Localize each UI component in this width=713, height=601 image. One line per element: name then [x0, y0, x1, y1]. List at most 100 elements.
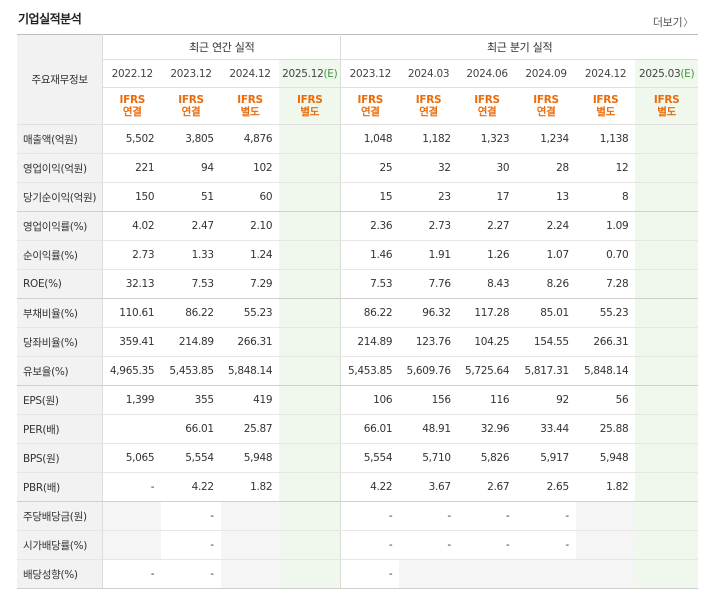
value-cell [279, 414, 342, 444]
value-cell: 1.33 [161, 240, 221, 270]
value-cell: 2.47 [161, 211, 221, 241]
section-title: 기업실적분석 [18, 12, 82, 26]
value-cell: 5,948 [220, 443, 280, 473]
value-cell: - [340, 501, 400, 531]
value-cell: 8.26 [516, 269, 576, 299]
value-cell: 214.89 [340, 327, 400, 357]
value-cell: 48.91 [399, 414, 458, 444]
period-label: 2024.12 [229, 67, 271, 80]
value-cell: 96.32 [399, 298, 458, 328]
value-cell [279, 356, 342, 386]
row-label: 배당성향(%) [17, 559, 104, 589]
accounting-standard: IFRS 연결 [399, 87, 458, 125]
value-cell: 28 [516, 153, 576, 183]
value-cell: 4.02 [102, 211, 162, 241]
value-cell [279, 240, 342, 270]
value-cell: 5,848.14 [575, 356, 636, 386]
consolidation-type: 별도 [657, 106, 677, 118]
value-cell [575, 559, 636, 589]
value-cell: 1.46 [340, 240, 400, 270]
value-cell: - [161, 501, 221, 531]
consolidation-type: 연결 [360, 106, 380, 118]
period-label: 2024.06 [466, 67, 508, 80]
value-cell [279, 269, 342, 299]
value-cell: 7.29 [220, 269, 280, 299]
value-cell: 3,805 [161, 124, 221, 154]
value-cell: 86.22 [161, 298, 221, 328]
standard-name: IFRS [474, 94, 500, 106]
value-cell: 4,965.35 [102, 356, 162, 386]
table-row: PBR(배) -4.22 1.82 4.22 3.67 2.67 2.65 1.82 [17, 472, 698, 502]
value-cell: 55.23 [220, 298, 280, 328]
table-row: 시가배당률(%) - - - - - [17, 530, 698, 560]
period-header: 2024.06 [457, 59, 517, 88]
value-cell [635, 414, 698, 444]
accounting-standard: IFRS 연결 [102, 87, 162, 125]
table-row: BPS(원) 5,065 5,554 5,948 5,554 5,710 5,826 5,91… [17, 443, 698, 473]
value-cell [575, 530, 636, 560]
value-cell [102, 414, 162, 444]
value-cell: 2.10 [220, 211, 280, 241]
value-cell [516, 559, 576, 589]
consolidation-type: 연결 [419, 106, 438, 118]
row-label: 유보율(%) [17, 356, 104, 386]
value-cell: 1.09 [575, 211, 636, 241]
standard-row: IFRS 연결 IFRS 연결 IFRS 별도 IFRS 별도 IFRS 연결 IFRS 연결 IFRS… [17, 87, 698, 125]
value-cell: 5,502 [102, 124, 162, 154]
value-cell: 0.70 [575, 240, 636, 270]
row-label: 당좌비율(%) [17, 327, 104, 357]
table-row: PER(배) 66.01 25.87 66.01 48.91 32.96 33.44 25.8… [17, 414, 698, 444]
annual-group-header: 최근 연간 실적 [102, 34, 342, 60]
value-cell: 32 [399, 153, 458, 183]
value-cell: 86.22 [340, 298, 400, 328]
value-cell: 2.65 [516, 472, 576, 502]
value-cell [279, 211, 342, 241]
value-cell [279, 298, 342, 328]
value-cell: 266.31 [220, 327, 280, 357]
value-cell: 13 [516, 182, 576, 212]
value-cell [635, 327, 698, 357]
value-cell: 5,554 [340, 443, 400, 473]
value-cell: 5,609.76 [399, 356, 458, 386]
value-cell: 1,048 [340, 124, 400, 154]
value-cell: 66.01 [340, 414, 400, 444]
value-cell [635, 182, 698, 212]
value-cell [279, 327, 342, 357]
value-cell: - [457, 530, 517, 560]
value-cell: 94 [161, 153, 221, 183]
consolidation-type: 연결 [477, 106, 497, 118]
value-cell: 1,399 [102, 385, 162, 415]
value-cell: 2.24 [516, 211, 576, 241]
more-link[interactable]: 더보기〉 [653, 14, 693, 30]
value-cell: 4.22 [161, 472, 221, 502]
row-label: 영업이익률(%) [17, 211, 104, 241]
value-cell: - [399, 530, 458, 560]
consolidation-type: 별도 [300, 106, 320, 118]
standard-name: IFRS [533, 94, 559, 106]
value-cell: 5,725.64 [457, 356, 517, 386]
row-label: 시가배당률(%) [17, 530, 104, 560]
value-cell: 1,138 [575, 124, 636, 154]
value-cell [635, 530, 698, 560]
table-row: 주당배당금(원) - - - - - [17, 501, 698, 531]
value-cell: 1.07 [516, 240, 576, 270]
consolidation-type: 별도 [596, 106, 615, 118]
value-cell [635, 356, 698, 386]
period-header: 2022.12 [102, 59, 162, 88]
value-cell [279, 443, 342, 473]
value-cell: 2.36 [340, 211, 400, 241]
table-row: 영업이익률(%) 4.02 2.47 2.10 2.36 2.73 2.27 2.24 1.09 [17, 211, 698, 241]
value-cell: 8 [575, 182, 636, 212]
table-row: EPS(원) 1,399 355 419 106 156 116 92 56 [17, 385, 698, 415]
value-cell: 1.26 [457, 240, 517, 270]
section-header: 기업실적분석 더보기〉 [0, 0, 713, 34]
value-cell: 1,182 [399, 124, 458, 154]
value-cell: 5,848.14 [220, 356, 280, 386]
value-cell [279, 501, 342, 531]
row-label: 부채비율(%) [17, 298, 104, 328]
value-cell [220, 530, 280, 560]
estimate-mark: (E) [680, 67, 695, 80]
value-cell: 355 [161, 385, 221, 415]
value-cell: 5,453.85 [340, 356, 400, 386]
period-row: 2022.12 2023.12 2024.12 2025.12(E) 2023.12 20… [17, 59, 698, 88]
